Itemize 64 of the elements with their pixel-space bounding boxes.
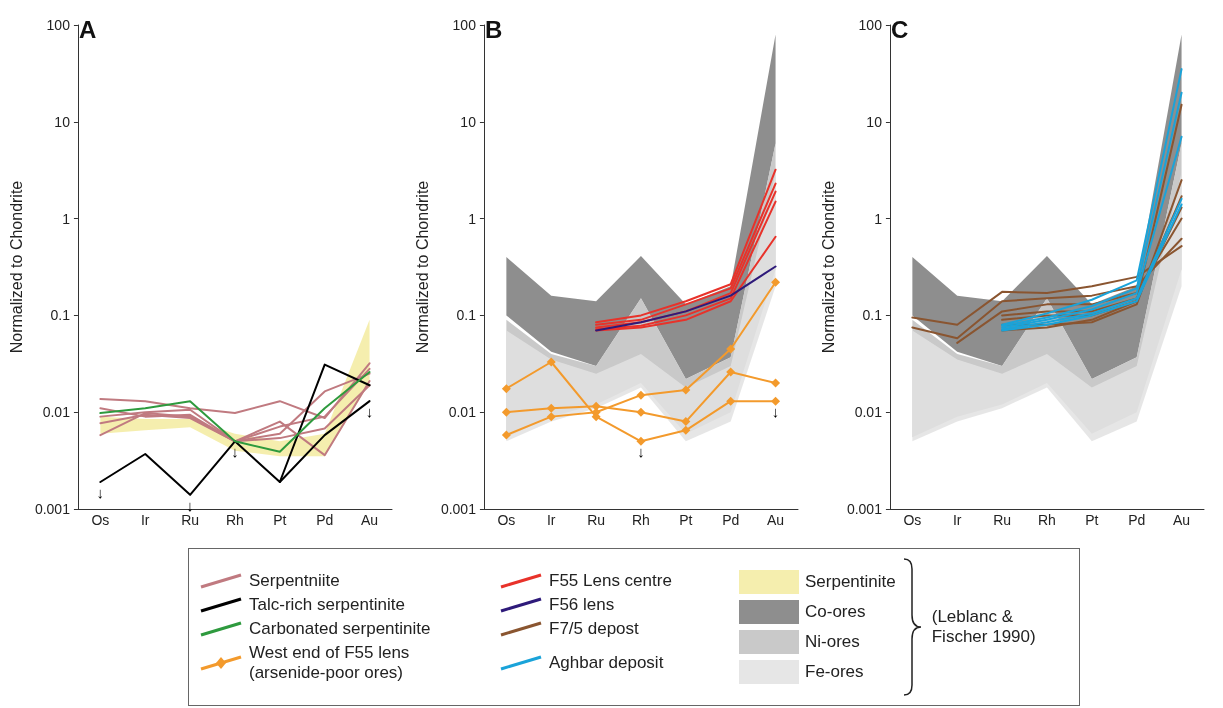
y-tick-label: 0.001 — [440, 501, 477, 517]
annotation: ↓ — [231, 443, 239, 461]
y-axis-title: Normalized to Chondrite — [413, 180, 431, 354]
x-tick-label: Os — [903, 512, 922, 528]
y-axis-title: Normalized to Chondrite — [7, 180, 25, 354]
legend-label: F55 Lens centre — [549, 571, 672, 591]
chart-title: C — [891, 15, 909, 43]
y-tick-label: 1 — [468, 210, 477, 227]
x-tick-label: Au — [1173, 512, 1191, 528]
legend-label: Co-ores — [805, 602, 866, 622]
x-tick-label: Ir — [546, 512, 556, 528]
x-tick-label: Ru — [181, 512, 200, 528]
x-tick-label: Pt — [273, 512, 287, 528]
legend-label: Serpentinite — [805, 572, 896, 592]
y-tick-label: 0.1 — [456, 307, 477, 324]
x-tick-label: Pt — [679, 512, 693, 528]
y-tick-label: 0.001 — [846, 501, 883, 517]
legend-label: Aghbar deposit — [549, 653, 664, 673]
legend-label: Talc-rich serpentinite — [249, 595, 405, 615]
y-tick-label: 10 — [866, 113, 883, 130]
y-tick-label: 0.1 — [50, 307, 71, 324]
y-tick-label: 10 — [54, 113, 71, 130]
annotation: ↓ — [365, 403, 374, 421]
x-tick-label: Ir — [140, 512, 150, 528]
annotation: ↓ — [96, 484, 105, 502]
text: (Leblanc & Fischer 1990) — [931, 607, 1037, 647]
x-tick-label: Pd — [316, 512, 334, 528]
x-tick-label: Rh — [226, 512, 244, 528]
x-tick-label: Pd — [1128, 512, 1146, 528]
y-tick-label: 10 — [460, 113, 477, 130]
y-tick-label: 100 — [452, 17, 477, 33]
y-tick-label: 0.01 — [42, 404, 71, 421]
annotation: ↓ — [637, 443, 645, 461]
y-axis-title: Normalized to Chondrite — [819, 180, 837, 354]
x-tick-label: Ru — [587, 512, 606, 528]
y-tick-label: 1 — [62, 210, 71, 227]
y-tick-label: 0.001 — [34, 501, 71, 517]
x-tick-label: Au — [767, 512, 785, 528]
x-tick-label: Pd — [722, 512, 740, 528]
x-tick-label: Pt — [1085, 512, 1099, 528]
y-tick-label: 0.01 — [854, 404, 883, 421]
annotation: ↓ — [771, 403, 780, 421]
x-tick-label: Rh — [632, 512, 650, 528]
y-tick-label: 100 — [46, 17, 71, 33]
x-tick-label: Os — [91, 512, 110, 528]
chart-title: B — [485, 15, 503, 43]
x-tick-label: Rh — [1038, 512, 1056, 528]
x-tick-label: Ru — [993, 512, 1012, 528]
y-tick-label: 0.01 — [448, 404, 477, 421]
legend-label: Ni-ores — [805, 632, 860, 652]
legend-label: F7/5 depost — [549, 619, 639, 639]
legend-label: Fe-ores — [805, 662, 864, 682]
chart-title: A — [79, 15, 97, 43]
legend-label: West end of F55 lens (arsenide-poor ores) — [249, 643, 411, 683]
annotation: ↓ — [186, 496, 194, 514]
x-tick-label: Au — [361, 512, 379, 528]
y-tick-label: 1 — [874, 210, 883, 227]
legend-label: F56 lens — [549, 595, 615, 615]
x-tick-label: Ir — [952, 512, 962, 528]
legend-label: Carbonated serpentinite — [249, 619, 431, 639]
y-tick-label: 100 — [858, 17, 883, 33]
x-tick-label: Os — [497, 512, 516, 528]
legend-label: Serpentniite — [249, 571, 340, 591]
y-tick-label: 0.1 — [862, 307, 883, 324]
